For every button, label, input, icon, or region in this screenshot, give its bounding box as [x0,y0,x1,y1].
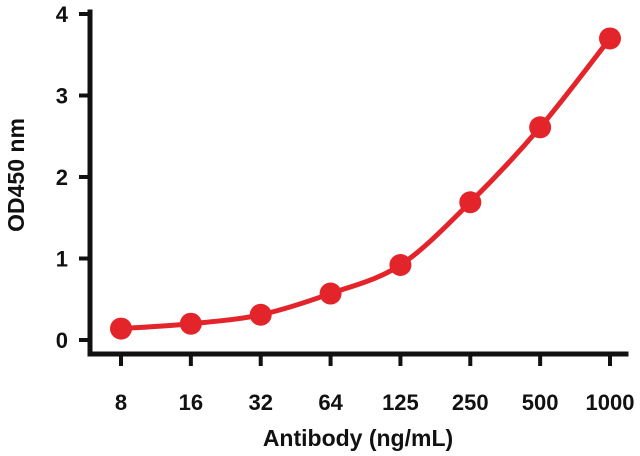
data-point [110,317,132,340]
x-tick-label: 16 [179,390,203,415]
x-axis-title: Antibody (ng/mL) [263,425,453,451]
x-tick-label: 500 [522,390,559,415]
x-tick-label: 8 [115,390,127,415]
x-tick-label: 32 [248,390,272,415]
data-point [389,254,412,277]
data-point [529,116,552,139]
series-group [110,27,621,340]
data-point [459,191,482,214]
data-point [319,282,342,305]
data-point [599,27,621,50]
y-axis: 0 1 2 3 4 [56,2,93,357]
x-tick-label: 1000 [586,390,635,415]
x-tick-label: 250 [452,390,489,415]
y-ticks: 0 1 2 3 4 [56,2,90,353]
y-tick-label: 1 [56,247,68,272]
y-axis-title: OD450 nm [3,118,29,232]
x-tick-label: 125 [382,390,419,415]
y-tick-label: 0 [56,328,68,353]
x-tick-label: 64 [318,390,343,415]
y-tick-label: 4 [56,2,69,27]
x-ticks: 8 16 32 64 125 250 500 1000 [115,354,635,415]
y-tick-label: 2 [56,165,68,190]
series-line [118,35,613,332]
x-axis: 8 16 32 64 125 250 500 1000 [87,351,635,415]
y-tick-label: 3 [56,84,68,109]
data-point [179,312,202,335]
data-point [249,303,272,326]
